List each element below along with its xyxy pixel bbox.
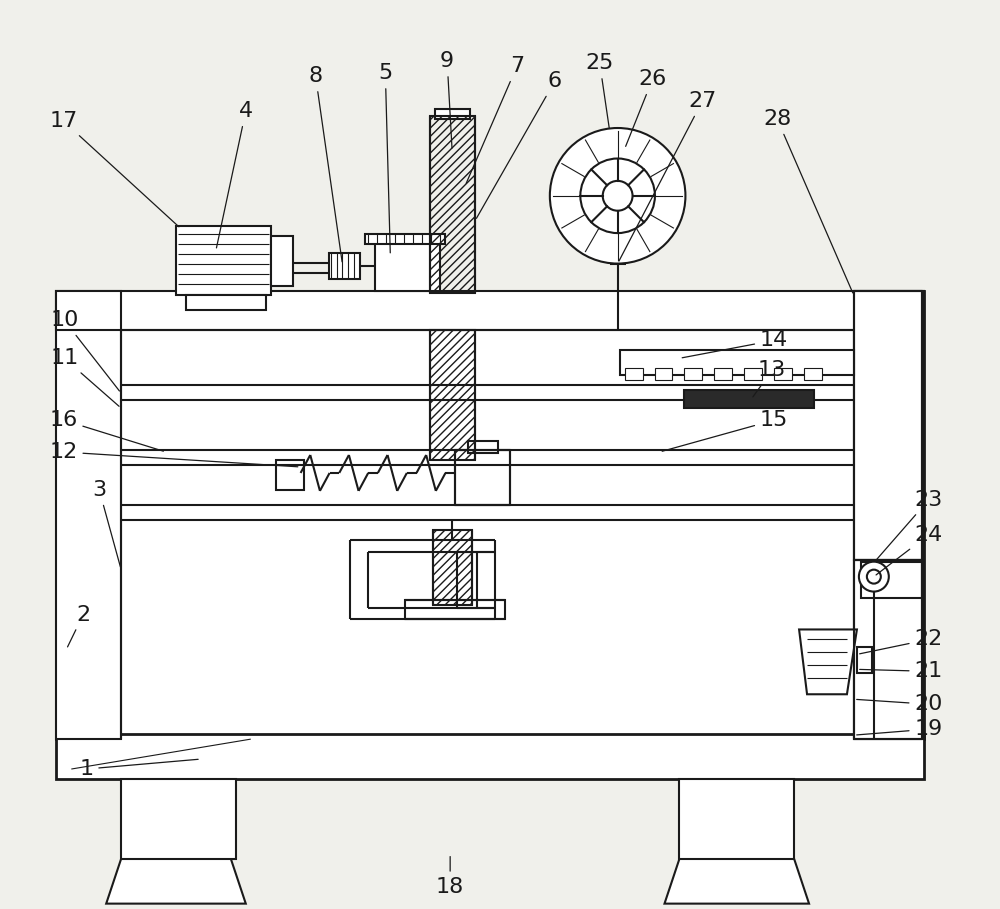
Text: 27: 27 — [619, 91, 717, 261]
Bar — [804, 368, 822, 380]
Bar — [329, 253, 360, 278]
Text: 12: 12 — [49, 442, 298, 467]
Text: 8: 8 — [309, 66, 342, 262]
Bar — [56, 291, 924, 330]
Bar — [625, 368, 643, 380]
Text: 6: 6 — [476, 71, 562, 218]
Bar — [854, 291, 924, 739]
Bar — [684, 368, 702, 380]
Text: 11: 11 — [50, 348, 119, 406]
Bar — [774, 368, 792, 380]
Bar — [276, 460, 304, 490]
Text: 15: 15 — [662, 410, 788, 451]
Text: 26: 26 — [626, 69, 667, 146]
Bar — [744, 368, 762, 380]
Circle shape — [867, 570, 881, 584]
Text: 20: 20 — [857, 694, 943, 714]
Bar — [365, 234, 445, 244]
Text: 3: 3 — [92, 480, 120, 567]
Polygon shape — [106, 859, 246, 904]
Text: 21: 21 — [860, 662, 943, 682]
Polygon shape — [799, 629, 857, 694]
Text: 4: 4 — [216, 101, 253, 248]
Bar — [455, 450, 510, 504]
Circle shape — [550, 128, 685, 264]
Text: 9: 9 — [440, 51, 454, 148]
Bar — [56, 291, 924, 739]
Bar — [375, 241, 440, 291]
Polygon shape — [664, 859, 809, 904]
Bar — [430, 330, 475, 460]
Bar — [433, 530, 472, 604]
Circle shape — [580, 158, 655, 233]
Text: 28: 28 — [763, 109, 853, 293]
Text: 13: 13 — [753, 360, 786, 397]
Bar — [679, 779, 794, 859]
Bar — [56, 291, 121, 739]
Bar — [854, 291, 922, 560]
Circle shape — [859, 562, 889, 592]
Text: 7: 7 — [466, 56, 524, 184]
Text: 25: 25 — [586, 54, 614, 128]
Bar — [468, 441, 498, 453]
Bar — [620, 350, 854, 375]
Text: 2: 2 — [68, 604, 90, 647]
Circle shape — [603, 181, 633, 211]
Bar — [56, 734, 924, 779]
Bar — [405, 600, 505, 620]
Text: 10: 10 — [50, 310, 119, 391]
Bar — [854, 560, 922, 739]
Bar — [714, 368, 732, 380]
Text: 16: 16 — [49, 410, 163, 451]
Bar — [271, 235, 293, 285]
Bar — [430, 116, 475, 294]
Bar — [435, 109, 470, 119]
Bar — [857, 647, 872, 674]
Bar — [684, 390, 814, 408]
Text: 19: 19 — [857, 719, 943, 739]
Bar — [121, 779, 236, 859]
Bar — [655, 368, 672, 380]
Bar — [176, 225, 271, 295]
Bar — [186, 295, 266, 311]
Text: 5: 5 — [378, 63, 392, 253]
Text: 23: 23 — [876, 490, 943, 561]
Text: 22: 22 — [860, 629, 943, 654]
Text: 14: 14 — [682, 330, 788, 358]
Text: 24: 24 — [876, 524, 943, 574]
Text: 18: 18 — [436, 856, 464, 896]
Bar — [861, 562, 922, 597]
Text: 1: 1 — [79, 759, 198, 779]
Text: 17: 17 — [49, 111, 179, 227]
